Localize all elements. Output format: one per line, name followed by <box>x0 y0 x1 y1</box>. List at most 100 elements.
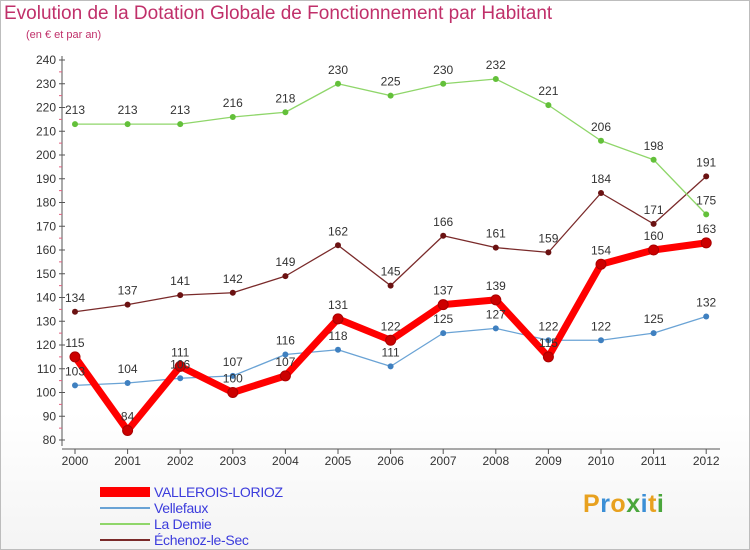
data-point <box>440 232 447 239</box>
logo-letter: i <box>656 490 665 518</box>
data-label: 139 <box>486 279 506 293</box>
legend-swatch <box>100 487 150 497</box>
data-label: 225 <box>381 75 401 89</box>
data-label: 122 <box>591 319 611 333</box>
x-tick-label: 2008 <box>482 454 509 468</box>
data-label: 142 <box>223 272 243 286</box>
y-tick-label: 190 <box>36 172 56 186</box>
y-tick-label: 210 <box>36 124 56 138</box>
y-tick-label: 240 <box>36 53 56 67</box>
data-label: 131 <box>328 298 348 312</box>
data-label: 232 <box>486 58 506 72</box>
legend-label: La Demie <box>154 516 212 532</box>
data-label: 106 <box>170 357 190 371</box>
data-point <box>492 244 499 251</box>
data-point <box>177 121 184 128</box>
data-label: 218 <box>275 91 295 105</box>
x-tick-label: 2011 <box>641 454 667 468</box>
y-tick-label: 110 <box>37 362 56 376</box>
data-label: 163 <box>696 222 716 236</box>
data-label: 161 <box>486 227 506 241</box>
legend-item: Vellefaux <box>100 500 360 516</box>
data-label: 145 <box>381 265 401 279</box>
data-point <box>700 237 712 249</box>
data-label: 132 <box>696 296 716 310</box>
logo-letter: P <box>583 490 601 518</box>
data-point <box>229 372 236 379</box>
data-label: 162 <box>328 224 348 238</box>
data-label: 103 <box>65 364 85 378</box>
data-label: 104 <box>118 362 138 376</box>
data-point <box>387 363 394 370</box>
data-point <box>72 121 78 128</box>
x-tick-label: 2003 <box>219 454 246 468</box>
legend-item: La Demie <box>100 516 360 532</box>
legend: VALLEROIS-LORIOZ Vellefaux La Demie Éche… <box>100 484 360 548</box>
data-label: 116 <box>276 334 295 348</box>
data-label: 125 <box>433 312 453 326</box>
x-tick-label: 2005 <box>325 454 352 468</box>
data-point <box>703 173 710 180</box>
data-label: 230 <box>328 63 348 77</box>
logo-letter: t <box>648 490 657 518</box>
data-label: 84 <box>121 410 135 424</box>
data-point <box>335 242 341 249</box>
chart-title: Evolution de la Dotation Globale de Fonc… <box>4 3 553 24</box>
legend-item: Échenoz-le-Sec <box>100 532 360 548</box>
data-label: 111 <box>171 345 190 359</box>
data-point <box>227 387 239 398</box>
data-label: 160 <box>644 229 664 243</box>
data-labels: 134 137 141 142 149 162 145 166 161 159 184 171 191 2… <box>65 58 717 424</box>
data-point <box>650 156 657 163</box>
data-point <box>492 76 499 82</box>
axes: 8090100110120130140150160170180190200210… <box>36 53 720 468</box>
data-label: 213 <box>118 103 138 117</box>
data-point <box>177 292 184 299</box>
data-point <box>229 289 236 296</box>
y-tick-label: 130 <box>36 314 56 328</box>
data-label: 107 <box>223 355 243 369</box>
series-line-2 <box>74 78 707 216</box>
data-label: 122 <box>381 319 401 333</box>
legend-swatch <box>100 523 150 525</box>
y-tick-label: 90 <box>43 409 57 423</box>
data-point <box>440 80 447 87</box>
series-line-3 <box>74 175 707 313</box>
x-tick-label: 2012 <box>693 454 720 468</box>
y-tick-label: 80 <box>43 433 57 447</box>
data-point <box>598 137 604 144</box>
x-tick-label: 2004 <box>272 454 299 468</box>
data-point <box>598 190 604 196</box>
logo-letter: r <box>600 490 611 518</box>
y-tick-label: 230 <box>36 77 56 91</box>
data-label: 184 <box>591 172 611 186</box>
data-point <box>650 330 657 337</box>
data-point <box>282 273 289 280</box>
data-point <box>174 360 186 372</box>
data-point <box>332 313 344 325</box>
data-label: 127 <box>486 307 506 321</box>
data-point <box>229 114 236 120</box>
y-tick-label: 160 <box>36 243 56 257</box>
data-label: 134 <box>65 291 85 305</box>
data-label: 149 <box>275 255 295 269</box>
data-point <box>72 382 78 389</box>
legend-swatch <box>100 539 150 541</box>
data-point <box>545 249 552 256</box>
data-label: 141 <box>170 274 190 288</box>
data-point <box>69 351 81 363</box>
logo-letter: x <box>626 490 641 518</box>
data-label: 137 <box>118 284 138 298</box>
legend-label: Vellefaux <box>154 500 209 516</box>
x-tick-label: 2006 <box>377 454 404 468</box>
data-label: 115 <box>539 336 558 350</box>
data-point <box>650 220 657 227</box>
data-label: 206 <box>591 120 611 134</box>
data-point <box>648 244 660 256</box>
data-point <box>545 102 552 109</box>
data-point <box>124 301 131 308</box>
y-tick-label: 100 <box>36 386 56 400</box>
data-point <box>72 308 78 315</box>
y-tick-label: 180 <box>36 196 56 210</box>
